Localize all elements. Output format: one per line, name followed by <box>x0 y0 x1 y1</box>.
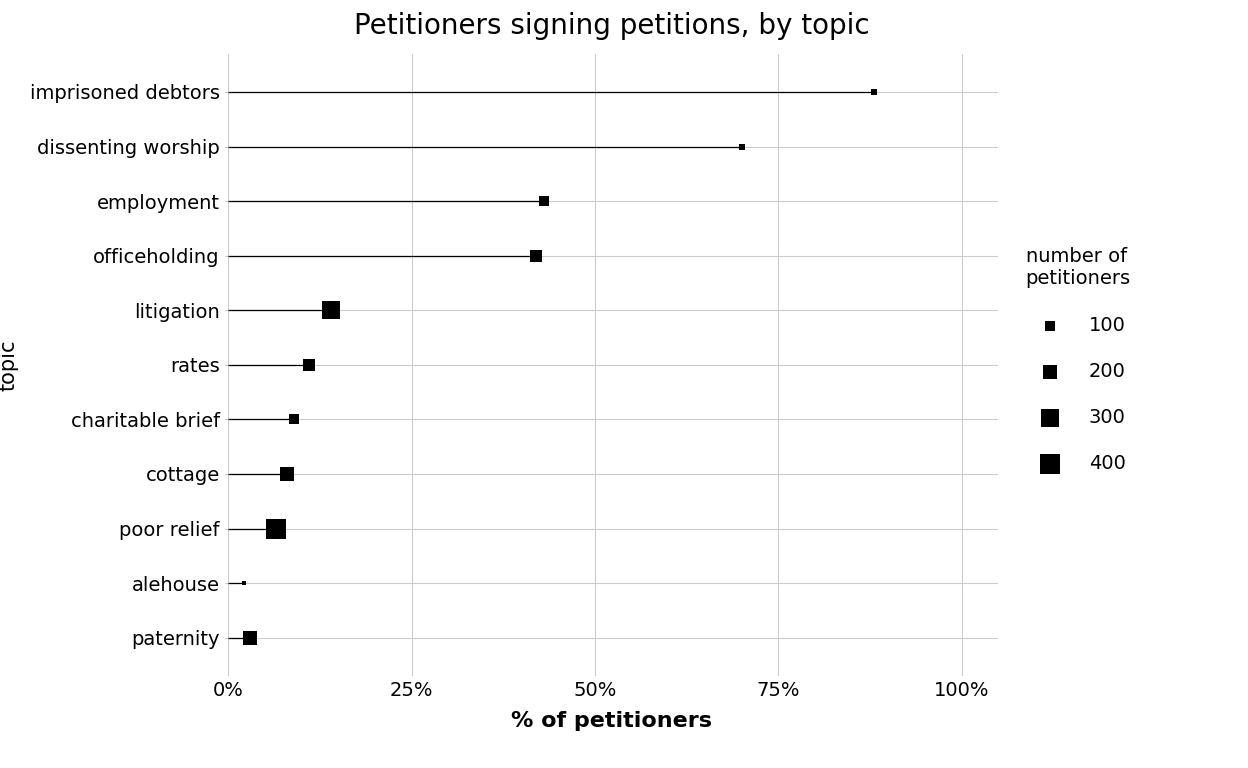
Point <box>321 304 341 316</box>
Legend: 100, 200, 300, 400: 100, 200, 300, 400 <box>1016 237 1141 483</box>
Point <box>241 631 261 644</box>
Point <box>285 413 305 425</box>
Y-axis label: topic: topic <box>0 339 19 391</box>
Point <box>277 468 297 480</box>
Point <box>864 86 884 98</box>
Point <box>235 577 255 589</box>
Point <box>534 195 554 207</box>
Point <box>731 141 751 153</box>
Point <box>266 522 286 535</box>
Point <box>527 250 547 262</box>
X-axis label: % of petitioners: % of petitioners <box>510 711 713 731</box>
Title: Petitioners signing petitions, by topic: Petitioners signing petitions, by topic <box>353 12 870 40</box>
Point <box>300 359 319 371</box>
